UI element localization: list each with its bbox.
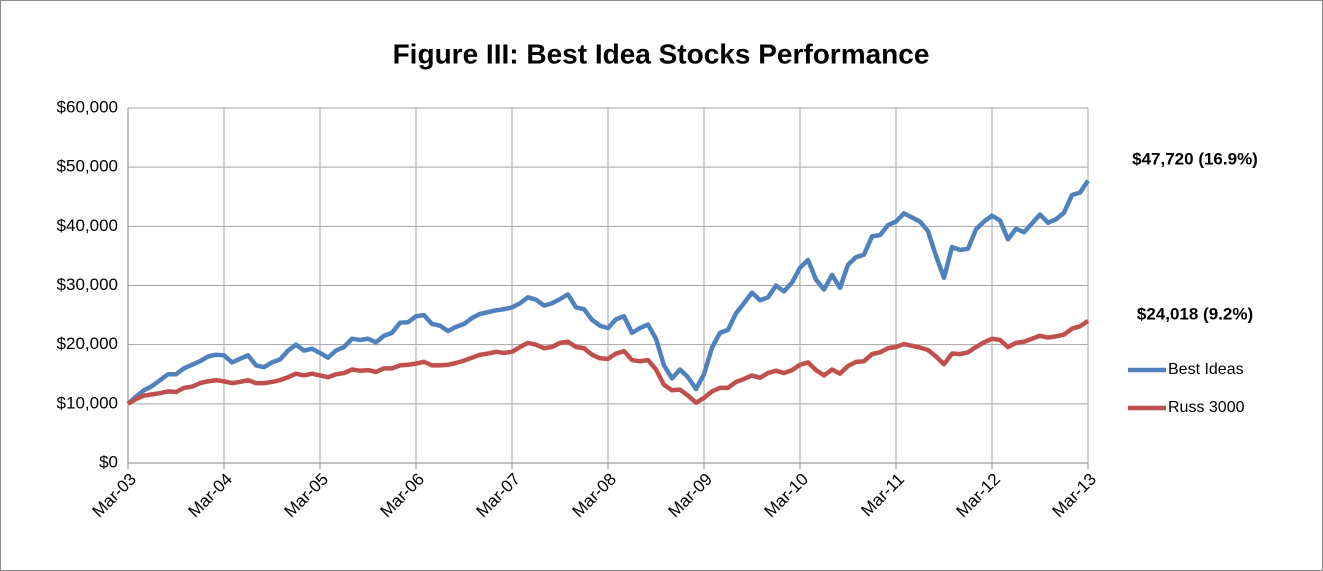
y-tick-label: $30,000 xyxy=(57,275,118,294)
annotation: $47,720 (16.9%) xyxy=(1132,149,1258,168)
y-tick-label: $40,000 xyxy=(57,216,118,235)
y-tick-label: $10,000 xyxy=(57,393,118,412)
annotation: $24,018 (9.2%) xyxy=(1137,304,1253,323)
y-tick-label: $20,000 xyxy=(57,334,118,353)
legend-label: Best Ideas xyxy=(1168,361,1244,378)
y-tick-label: $50,000 xyxy=(57,157,118,176)
y-tick-label: $0 xyxy=(99,452,118,471)
y-tick-label: $60,000 xyxy=(57,97,118,116)
legend-label: Russ 3000 xyxy=(1168,399,1245,416)
series-line xyxy=(126,179,1090,406)
chart-title: Figure III: Best Idea Stocks Performance xyxy=(393,38,930,69)
series-line xyxy=(126,319,1090,406)
